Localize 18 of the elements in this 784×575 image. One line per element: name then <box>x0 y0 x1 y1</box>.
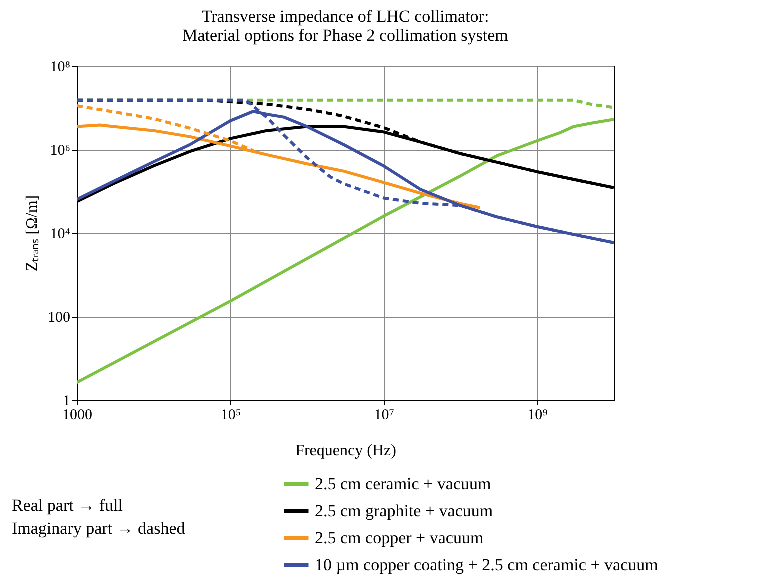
y-tick-label: 100 <box>48 310 70 326</box>
y-tick-label: 10⁴ <box>50 226 70 242</box>
text: Imaginary part → dashed <box>12 518 186 540</box>
legend-label: 2.5 cm copper + vacuum <box>315 528 484 548</box>
text: Real part → full <box>12 495 124 517</box>
y-axis-title: Zₜᵣₐₙₛ [Ω/m] <box>24 195 41 272</box>
y-tick-label: 10⁸ <box>50 60 70 76</box>
legend-label: 10 µm copper coating + 2.5 cm ceramic + vacuum <box>315 556 658 574</box>
x-tick-label: 10⁷ <box>374 408 394 424</box>
x-tick-label: 10⁵ <box>220 408 242 424</box>
x-axis-title: Frequency (Hz) <box>296 442 396 460</box>
legend-label: 2.5 cm ceramic + vacuum <box>315 474 492 494</box>
y-tick-label: 1 <box>63 394 70 410</box>
legend-label: 2.5 cm graphite + vacuum <box>315 502 494 520</box>
chart-title: Transverse impedance of LHC collimator: Material options for Phase 2 collimation system <box>182 7 508 45</box>
x-tick-label: 1000 <box>62 408 92 424</box>
x-tick-label: 10⁹ <box>528 408 548 424</box>
y-tick-label: 10⁶ <box>50 143 70 159</box>
